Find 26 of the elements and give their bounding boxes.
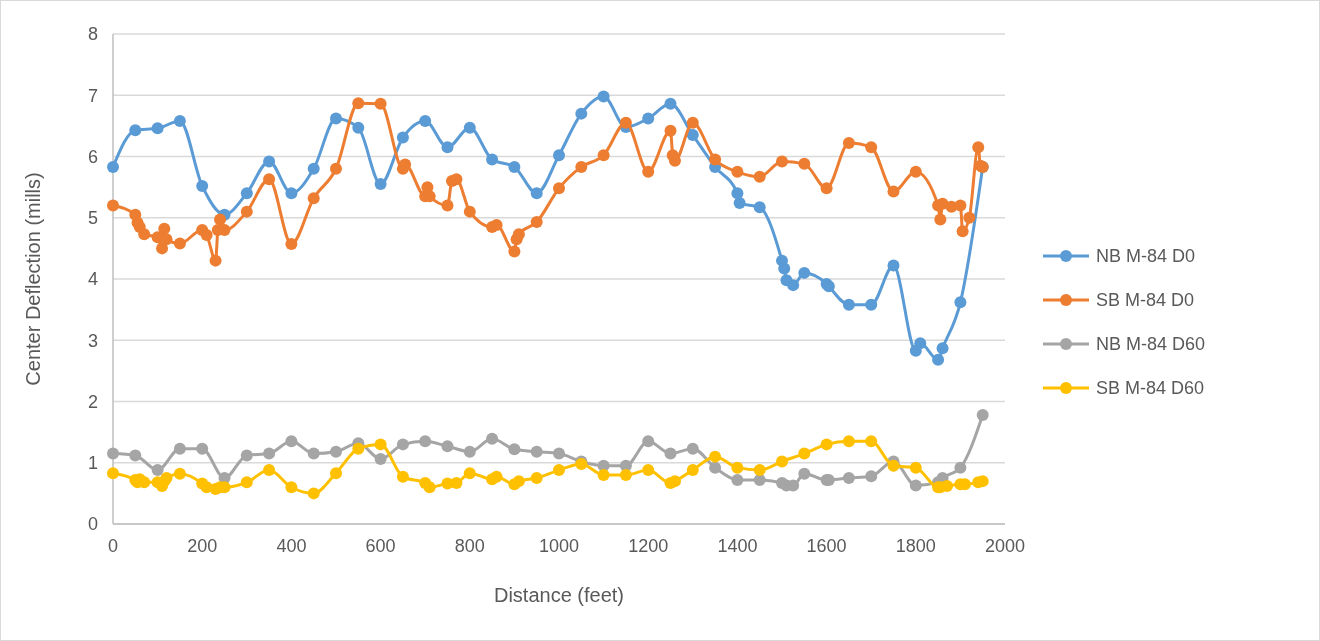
y-tick-label: 0	[87, 514, 99, 535]
x-tick-label: 1600	[806, 536, 847, 556]
y-tick-label: 4	[87, 269, 99, 290]
y-axis-title: Center Deflection (mills)	[22, 172, 44, 386]
y-tick-label: 8	[87, 24, 99, 45]
y-tick-label: 3	[87, 330, 99, 351]
y-tick-label: 2	[87, 391, 99, 412]
y-tick-label: 5	[87, 208, 99, 229]
y-tick-label: 7	[87, 85, 99, 106]
y-tick-label: 1	[87, 453, 99, 474]
x-tick-label: 1000	[538, 536, 580, 556]
x-tick-label: 2000	[984, 536, 1026, 556]
x-tick-label: 600	[365, 536, 396, 556]
x-tick-label: 400	[276, 536, 307, 556]
x-tick-label: 1200	[628, 536, 669, 556]
y-tick-label: 6	[87, 146, 99, 167]
x-tick-label: 1800	[895, 536, 936, 556]
legend-label: SB M-84 D60	[1096, 378, 1205, 399]
x-tick-label: 1400	[717, 536, 758, 556]
legend-label: NB M-84 D0	[1096, 246, 1196, 267]
x-tick-label: 200	[187, 536, 218, 556]
x-tick-label: 800	[454, 536, 485, 556]
legend-label: SB M-84 D0	[1096, 290, 1195, 311]
x-tick-label: 0	[107, 536, 119, 556]
x-axis-title: Distance (feet)	[493, 584, 625, 606]
legend-label: NB M-84 D60	[1096, 334, 1206, 355]
